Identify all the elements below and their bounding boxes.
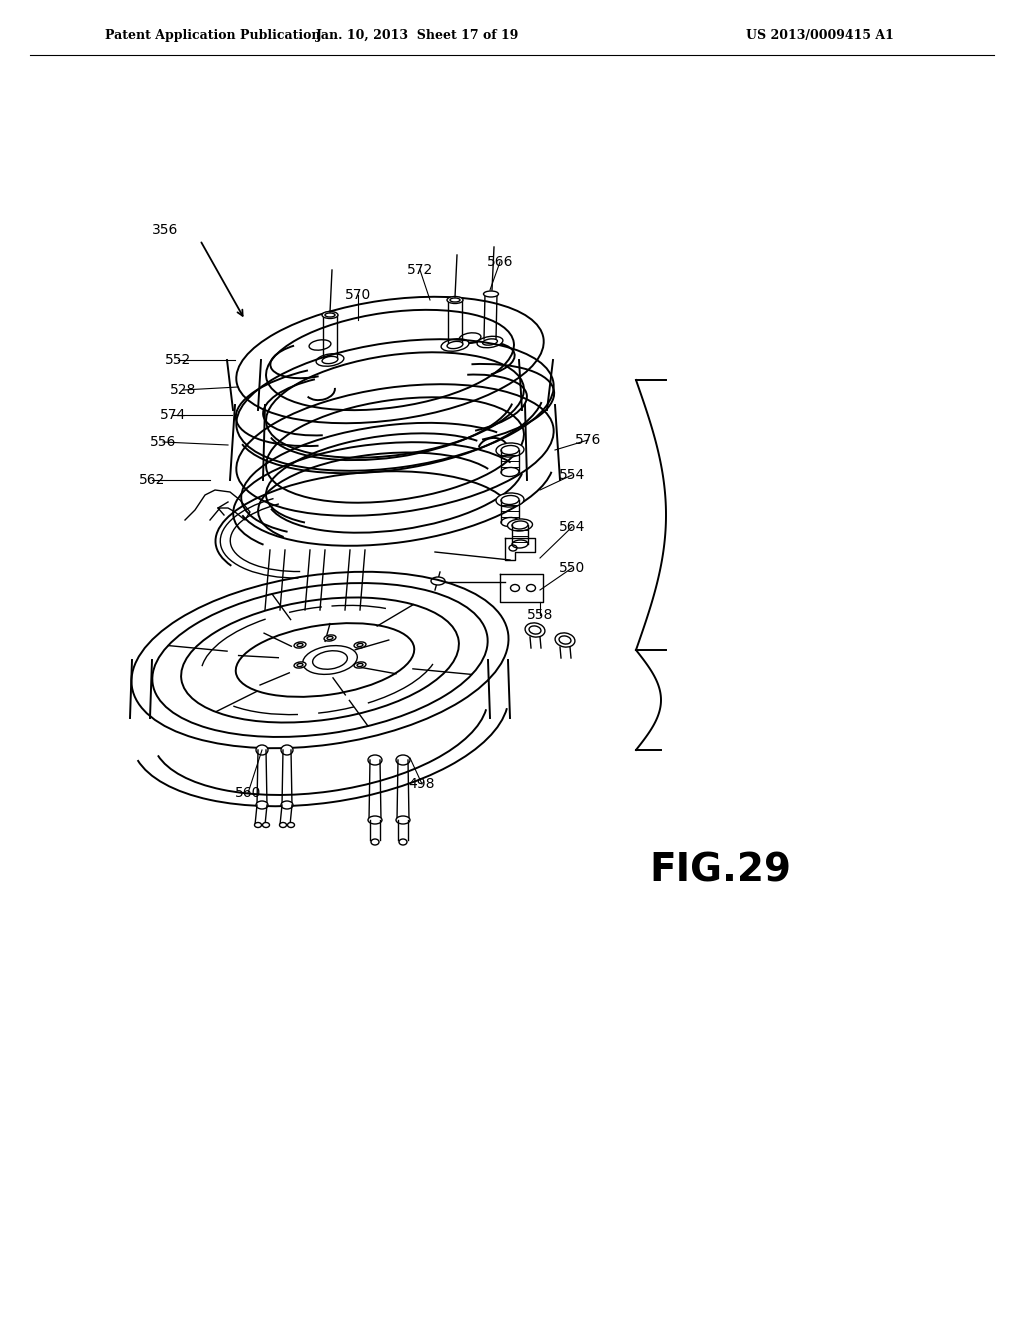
Text: 552: 552 xyxy=(165,352,191,367)
Text: 570: 570 xyxy=(345,288,371,302)
Text: 564: 564 xyxy=(559,520,585,535)
Ellipse shape xyxy=(280,822,287,828)
Text: 556: 556 xyxy=(150,436,176,449)
Ellipse shape xyxy=(501,467,519,477)
Ellipse shape xyxy=(501,517,519,527)
Text: 560: 560 xyxy=(234,785,261,800)
Ellipse shape xyxy=(256,801,268,809)
Ellipse shape xyxy=(512,540,528,548)
Ellipse shape xyxy=(477,337,503,347)
Ellipse shape xyxy=(324,635,336,642)
Ellipse shape xyxy=(447,297,463,304)
Ellipse shape xyxy=(496,492,524,507)
Ellipse shape xyxy=(396,816,410,824)
Ellipse shape xyxy=(255,822,261,828)
Ellipse shape xyxy=(368,755,382,766)
Ellipse shape xyxy=(322,312,338,318)
Text: 574: 574 xyxy=(160,408,186,422)
Ellipse shape xyxy=(294,642,306,648)
Ellipse shape xyxy=(525,623,545,638)
Text: 576: 576 xyxy=(574,433,601,447)
Text: 566: 566 xyxy=(486,255,513,269)
Ellipse shape xyxy=(262,822,269,828)
Ellipse shape xyxy=(483,290,499,297)
Ellipse shape xyxy=(496,444,524,457)
Ellipse shape xyxy=(396,755,410,766)
Ellipse shape xyxy=(281,801,293,809)
Text: 356: 356 xyxy=(152,223,178,238)
Ellipse shape xyxy=(368,816,382,824)
Ellipse shape xyxy=(294,661,306,668)
Ellipse shape xyxy=(431,577,445,585)
Text: 550: 550 xyxy=(559,561,585,576)
Ellipse shape xyxy=(555,632,574,647)
Ellipse shape xyxy=(288,822,295,828)
Text: 528: 528 xyxy=(170,383,197,397)
Text: 562: 562 xyxy=(139,473,165,487)
Text: 498: 498 xyxy=(409,777,435,791)
Ellipse shape xyxy=(441,339,469,351)
Text: FIG.29: FIG.29 xyxy=(649,851,791,888)
Text: 558: 558 xyxy=(526,609,553,622)
Ellipse shape xyxy=(256,744,268,755)
Ellipse shape xyxy=(508,519,532,531)
Ellipse shape xyxy=(316,354,344,366)
Text: US 2013/0009415 A1: US 2013/0009415 A1 xyxy=(746,29,894,41)
Ellipse shape xyxy=(281,744,293,755)
Text: Jan. 10, 2013  Sheet 17 of 19: Jan. 10, 2013 Sheet 17 of 19 xyxy=(316,29,520,41)
Ellipse shape xyxy=(354,661,366,668)
Text: 554: 554 xyxy=(559,469,585,482)
Ellipse shape xyxy=(354,642,366,648)
Text: 572: 572 xyxy=(407,263,433,277)
Text: Patent Application Publication: Patent Application Publication xyxy=(105,29,321,41)
